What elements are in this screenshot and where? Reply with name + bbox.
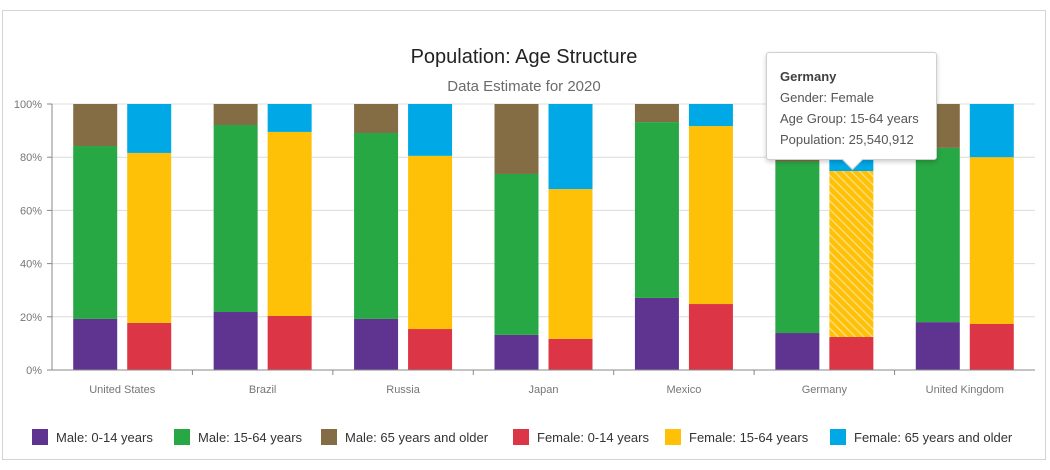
y-tick-label: 20% [20,312,42,324]
bar-segment [408,104,453,156]
bar-segment [73,104,118,147]
bar-segment [829,337,874,370]
x-tick-label: United Kingdom [926,384,1004,396]
tooltip-gender: Gender: Female [780,90,874,105]
tooltip-age-group: Age Group: 15-64 years [780,111,919,126]
y-tick-label: 0% [26,365,42,377]
bar-segment [354,132,399,319]
chart-frame [2,10,1046,460]
bar-segment [127,322,172,370]
y-tick-label: 80% [20,152,42,164]
bar-segment [634,122,679,298]
bar-segment [267,104,312,132]
bar-segment [213,125,258,313]
bar-segment [213,312,258,370]
legend-label: Female: 65 years and older [854,430,1013,445]
tooltip-title: Germany [780,69,837,84]
legend-marker [321,429,337,445]
tooltip-population: Population: 25,540,912 [780,132,914,147]
legend-marker [513,429,529,445]
bar-segment [127,152,172,323]
tooltip: Germany Gender: Female Age Group: 15-64 … [766,52,937,160]
bar-segment [634,297,679,370]
bar-segment [969,323,1014,370]
bar-segment [408,155,453,330]
bar-segment [969,157,1014,324]
legend-marker [32,429,48,445]
x-tick-label: Russia [386,384,421,396]
bar-segment [548,338,593,370]
bar-segment [634,104,679,123]
bar-segment [494,334,539,370]
chart-subtitle: Data Estimate for 2020 [447,78,600,95]
bar-segment [408,329,453,370]
bar-segment [688,304,733,370]
bar-segment [775,333,820,370]
legend-label: Female: 15-64 years [689,430,809,445]
bar-segment [775,161,820,334]
y-tick-label: 60% [20,205,42,217]
legend-label: Male: 65 years and older [345,430,489,445]
x-tick-label: Japan [529,384,559,396]
y-tick-label: 100% [14,99,42,111]
legend-marker [830,429,846,445]
bar-segment [267,131,312,317]
x-tick-label: United States [89,384,156,396]
bar-segment [548,189,593,339]
bar-segment [915,147,960,323]
legend-marker [174,429,190,445]
bar-segment [688,104,733,127]
bar-segment [548,104,593,190]
bar-segment [494,173,539,335]
y-tick-label: 40% [20,259,42,271]
bar-segment [213,104,258,126]
bar-segment [688,126,733,305]
x-tick-label: Germany [802,384,848,396]
x-tick-label: Brazil [249,384,277,396]
bar-segment [267,316,312,370]
chart-title: Population: Age Structure [411,46,638,68]
bar-segment [73,318,118,370]
bar-segment [354,104,399,133]
bar-segment [127,104,172,153]
bar-segment [969,104,1014,158]
x-tick-label: Mexico [667,384,702,396]
bar-segment [354,318,399,370]
bar-segment [915,322,960,370]
bar-segment [73,146,118,319]
bar-segment [494,104,539,174]
legend-marker [665,429,681,445]
legend-label: Male: 0-14 years [56,430,153,445]
legend-label: Female: 0-14 years [537,430,649,445]
legend-label: Male: 15-64 years [198,430,303,445]
bar-segment [829,171,874,338]
